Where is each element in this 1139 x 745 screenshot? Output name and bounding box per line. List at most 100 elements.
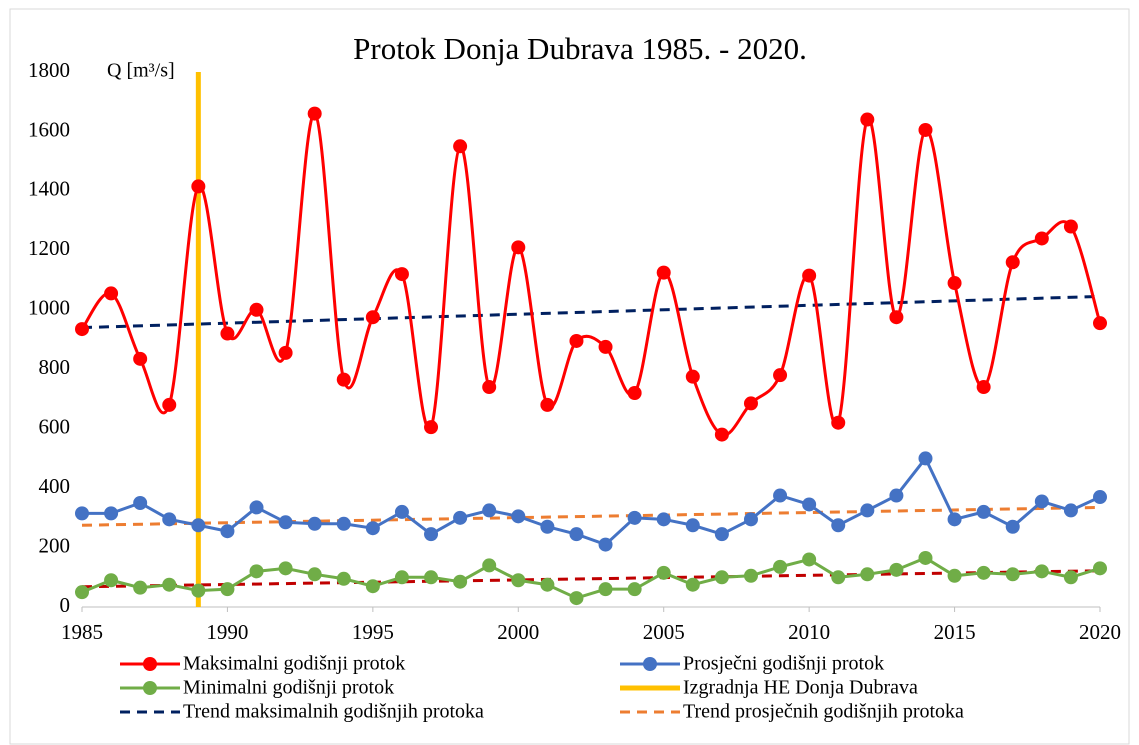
marker bbox=[191, 583, 206, 598]
y-tick-label: 1600 bbox=[28, 117, 70, 141]
marker bbox=[365, 521, 380, 536]
x-tick-label: 1995 bbox=[352, 620, 394, 644]
marker bbox=[860, 503, 875, 518]
marker bbox=[220, 582, 235, 597]
marker bbox=[656, 265, 671, 280]
marker bbox=[394, 267, 409, 282]
marker bbox=[831, 570, 846, 585]
y-tick-label: 0 bbox=[60, 593, 71, 617]
y-tick-label: 200 bbox=[39, 533, 71, 557]
marker bbox=[976, 504, 991, 519]
marker bbox=[162, 397, 177, 412]
marker bbox=[802, 268, 817, 283]
legend-marker bbox=[643, 657, 657, 671]
marker bbox=[191, 518, 206, 533]
x-tick-label: 2010 bbox=[788, 620, 830, 644]
marker bbox=[714, 427, 729, 442]
marker bbox=[511, 509, 526, 524]
chart-title: Protok Donja Dubrava 1985. - 2020. bbox=[353, 31, 807, 66]
marker bbox=[773, 559, 788, 574]
y-tick-label: 1800 bbox=[28, 58, 70, 82]
marker bbox=[656, 512, 671, 527]
marker bbox=[1093, 561, 1107, 576]
marker bbox=[831, 518, 846, 533]
marker bbox=[278, 515, 293, 530]
marker bbox=[278, 561, 293, 576]
marker bbox=[336, 571, 351, 586]
marker bbox=[889, 488, 904, 503]
marker bbox=[889, 310, 904, 325]
marker bbox=[104, 506, 119, 521]
marker bbox=[569, 333, 584, 348]
marker bbox=[1034, 564, 1049, 579]
marker bbox=[511, 240, 526, 255]
marker bbox=[1005, 519, 1020, 534]
marker bbox=[656, 565, 671, 580]
marker bbox=[133, 495, 148, 510]
marker bbox=[947, 276, 962, 291]
marker bbox=[394, 570, 409, 585]
y-axis-label: Q [m³/s] bbox=[107, 60, 175, 82]
marker bbox=[75, 322, 89, 337]
marker bbox=[1063, 503, 1078, 518]
marker bbox=[249, 500, 264, 515]
marker bbox=[75, 585, 89, 600]
marker bbox=[1093, 490, 1107, 505]
marker bbox=[802, 497, 817, 512]
marker bbox=[860, 567, 875, 582]
marker bbox=[773, 368, 788, 383]
marker bbox=[802, 552, 817, 567]
marker bbox=[1063, 570, 1078, 585]
marker bbox=[424, 570, 439, 585]
marker bbox=[104, 573, 119, 588]
legend-label: Izgradnja HE Donja Dubrava bbox=[683, 677, 918, 699]
marker bbox=[394, 504, 409, 519]
marker bbox=[743, 512, 758, 527]
legend-label: Trend maksimalnih godišnjih protoka bbox=[183, 701, 484, 723]
marker bbox=[453, 574, 468, 589]
marker bbox=[482, 503, 497, 518]
marker bbox=[918, 451, 933, 466]
marker bbox=[773, 488, 788, 503]
x-tick-label: 1985 bbox=[61, 620, 103, 644]
marker bbox=[75, 506, 89, 521]
y-tick-label: 600 bbox=[39, 414, 71, 438]
x-tick-label: 2000 bbox=[497, 620, 539, 644]
marker bbox=[162, 512, 177, 527]
marker bbox=[976, 565, 991, 580]
marker bbox=[482, 380, 497, 395]
legend-marker bbox=[143, 681, 157, 695]
marker bbox=[307, 567, 322, 582]
marker bbox=[307, 516, 322, 531]
marker bbox=[104, 286, 119, 301]
marker bbox=[598, 537, 613, 552]
marker bbox=[365, 310, 380, 325]
marker bbox=[685, 369, 700, 384]
marker bbox=[976, 380, 991, 395]
marker bbox=[220, 326, 235, 341]
y-tick-label: 800 bbox=[39, 355, 71, 379]
marker bbox=[162, 577, 177, 592]
marker bbox=[307, 106, 322, 121]
marker bbox=[743, 396, 758, 411]
x-tick-label: 1990 bbox=[206, 620, 248, 644]
y-tick-label: 1000 bbox=[28, 296, 70, 320]
marker bbox=[336, 372, 351, 387]
marker bbox=[918, 550, 933, 565]
marker bbox=[1063, 219, 1078, 234]
marker bbox=[453, 139, 468, 154]
marker bbox=[424, 420, 439, 435]
marker bbox=[511, 573, 526, 588]
marker bbox=[249, 564, 264, 579]
x-tick-label: 2020 bbox=[1079, 620, 1121, 644]
marker bbox=[278, 345, 293, 360]
marker bbox=[627, 582, 642, 597]
marker bbox=[918, 122, 933, 137]
legend-label: Minimalni godišnji protok bbox=[183, 677, 394, 699]
marker bbox=[1034, 494, 1049, 509]
marker bbox=[743, 568, 758, 583]
marker bbox=[482, 558, 497, 573]
marker bbox=[540, 519, 555, 534]
marker bbox=[569, 527, 584, 542]
legend-marker bbox=[143, 657, 157, 671]
